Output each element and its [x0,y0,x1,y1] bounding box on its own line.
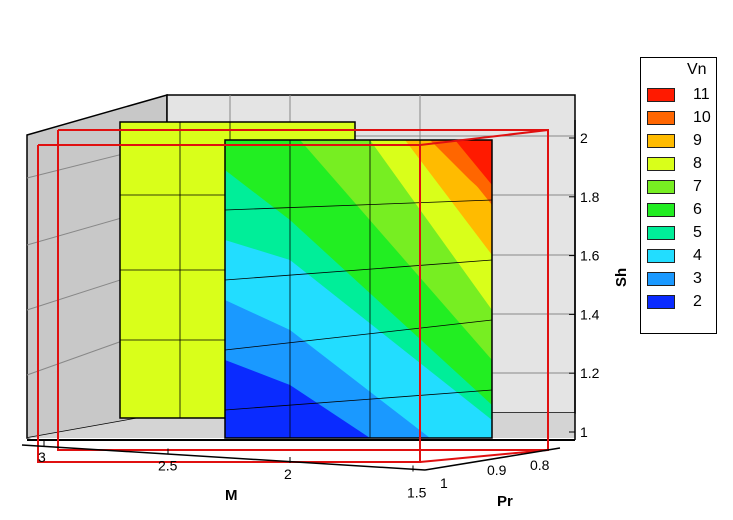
sh-tick-label: 1.2 [580,365,600,381]
legend-swatch [647,180,675,194]
sh-tick-label: 1 [580,424,588,440]
legend-label: 3 [693,270,702,287]
legend-title: Vn [687,61,707,78]
slice-pr-frame [224,139,493,439]
sh-tick-label: 1.6 [580,248,600,264]
legend-label: 2 [693,293,702,310]
legend-label: 9 [693,132,702,149]
mesh-line [224,319,493,351]
x-axis-title: M [225,487,238,504]
m-tick-label: 3 [38,449,46,465]
legend-label: 6 [693,201,702,218]
legend-label: 7 [693,178,702,195]
z-axis-title: Sh [613,268,630,287]
legend-swatch [647,157,675,171]
contour-slices [119,121,493,439]
sh-tick-label: 1.8 [580,189,600,205]
legend-swatch [647,295,675,309]
slice-pr [224,139,493,439]
pr-tick-label: 0.8 [530,457,550,473]
legend-entry: 11 [647,86,713,108]
legend-entry: 3 [647,270,713,292]
mesh-line [224,389,493,411]
m-tick-label: 2.5 [158,458,178,474]
legend-entry: 5 [647,224,713,246]
mesh-line [224,199,493,211]
m-tick-label: 2 [284,466,292,482]
legend-swatch [647,272,675,286]
legend-label: 4 [693,247,702,264]
pr-tick-label: 1 [440,475,448,491]
sh-tick-label: 2 [580,130,588,146]
axis-ticks: 3 2.5 2 1.5 1 0.9 0.8 2 1.8 1.6 1.4 1.2 1 [21,120,600,501]
pr-axis-line [424,447,561,471]
m-tick-label: 1.5 [407,485,427,501]
red-box-edge [419,129,549,146]
legend-swatch [647,203,675,217]
pr-tick-label: 0.9 [487,462,507,478]
m-axis-line [21,444,426,471]
legend-entry: 7 [647,178,713,200]
legend-entry: 10 [647,109,713,131]
y-axis-title: Pr [497,493,513,510]
mesh-line [224,259,493,281]
contour-band [225,360,370,438]
legend-swatch [647,134,675,148]
legend-label: 5 [693,224,702,241]
red-box-edge [419,449,549,463]
legend-swatch [647,88,675,102]
legend-swatch [647,111,675,125]
legend-swatch [647,249,675,263]
legend-entry: 8 [647,155,713,177]
legend-entry: 9 [647,132,713,154]
legend-label: 8 [693,155,702,172]
legend-entry: 4 [647,247,713,269]
colorbar-legend: Vn 11 10 9 8 7 6 5 4 3 2 [640,57,717,334]
sh-tick-label: 1.4 [580,306,600,322]
legend-entry: 2 [647,293,713,315]
legend-entry: 6 [647,201,713,223]
contour-band [455,140,492,185]
legend-label: 11 [693,86,710,103]
legend-swatch [647,226,675,240]
legend-label: 10 [693,109,711,126]
